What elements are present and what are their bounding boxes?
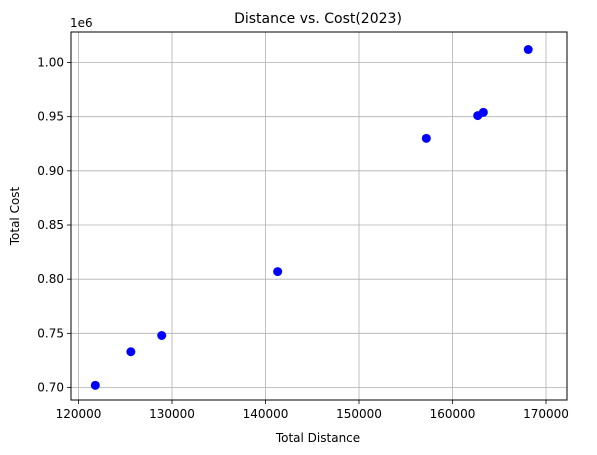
y-tick-label: 0.90	[37, 164, 64, 178]
y-tick-label: 1.00	[37, 56, 64, 70]
y-tick-label: 0.95	[37, 110, 64, 124]
data-point	[126, 347, 136, 357]
x-tick-label: 130000	[149, 407, 195, 421]
x-tick-label: 140000	[243, 407, 289, 421]
y-tick-label: 0.75	[37, 326, 64, 340]
x-axis: 120000 130000 140000 150000 160000 170000	[56, 400, 569, 421]
data-point	[157, 331, 167, 340]
y-axis-label: Total Cost	[8, 186, 22, 246]
y-tick-label: 0.80	[37, 272, 64, 286]
data-point	[90, 380, 100, 390]
data-point	[421, 133, 431, 143]
data-points	[90, 45, 533, 390]
y-tick-label: 0.70	[37, 381, 64, 395]
x-tick-label: 170000	[523, 407, 569, 421]
y-axis: 0.70 0.75 0.80 0.85 0.90 0.95 1.00	[37, 56, 71, 395]
x-axis-label: Total Distance	[275, 431, 360, 445]
y-tick-label: 0.85	[37, 218, 64, 232]
grid-lines	[71, 32, 567, 400]
data-point	[273, 267, 283, 277]
x-tick-label: 160000	[430, 407, 476, 421]
x-tick-label: 150000	[336, 407, 382, 421]
data-point	[523, 45, 533, 54]
x-tick-label: 120000	[56, 407, 102, 421]
plot-frame	[70, 31, 568, 401]
y-offset-label: 1e6	[70, 16, 93, 30]
data-point	[478, 107, 488, 117]
chart-title: Distance vs. Cost(2023)	[234, 11, 402, 27]
